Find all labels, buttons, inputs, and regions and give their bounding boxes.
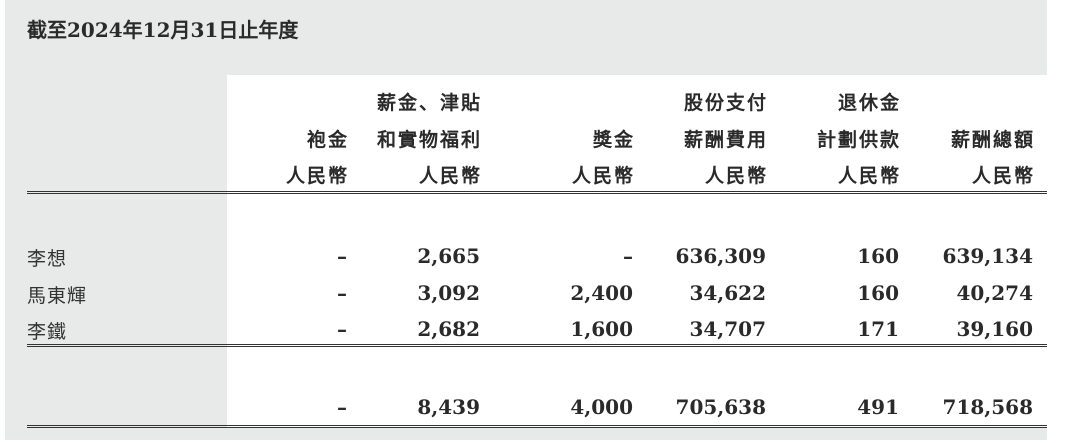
column-header-line: 人民幣 bbox=[837, 165, 901, 187]
highlight-panel bbox=[227, 75, 1047, 428]
column-header-line: 人民幣 bbox=[418, 165, 482, 187]
table-title: 截至2024年12月31日止年度 bbox=[27, 18, 299, 42]
table-cell: 160 bbox=[857, 281, 899, 305]
total-cell: 718,568 bbox=[942, 395, 1033, 419]
row-name: 馬東輝 bbox=[27, 285, 88, 307]
table-cell: – bbox=[337, 317, 347, 341]
column-header-line: 計劃供款 bbox=[816, 129, 901, 151]
table-cell: – bbox=[623, 244, 633, 268]
table-cell: 636,309 bbox=[675, 244, 766, 268]
column-header-line: 人民幣 bbox=[704, 165, 768, 187]
table-cell: – bbox=[337, 281, 347, 305]
table-cell: 34,622 bbox=[689, 281, 766, 305]
column-header-line: 退休金 bbox=[837, 92, 901, 114]
table-cell: 639,134 bbox=[942, 244, 1033, 268]
table-cell: 34,707 bbox=[689, 317, 766, 341]
total-rule bbox=[27, 425, 1047, 428]
total-cell: 491 bbox=[857, 395, 899, 419]
column-header-line: 薪酬費用 bbox=[683, 129, 768, 151]
table-cell: 2,665 bbox=[417, 244, 480, 268]
table-cell: 160 bbox=[857, 244, 899, 268]
table-cell: 2,682 bbox=[417, 317, 480, 341]
table-cell: 171 bbox=[857, 317, 899, 341]
total-cell: 705,638 bbox=[675, 395, 766, 419]
total-cell: – bbox=[337, 395, 347, 419]
column-header-line: 薪酬總額 bbox=[950, 129, 1035, 151]
column-header-line: 和實物福利 bbox=[376, 129, 482, 151]
column-header-line: 人民幣 bbox=[971, 165, 1035, 187]
column-header-line: 獎金 bbox=[592, 129, 635, 151]
table-cell: 40,274 bbox=[956, 281, 1033, 305]
row-name: 李想 bbox=[27, 248, 68, 270]
total-cell: 8,439 bbox=[417, 395, 480, 419]
table-cell: 1,600 bbox=[570, 317, 633, 341]
total-cell: 4,000 bbox=[570, 395, 633, 419]
header-rule bbox=[27, 191, 1047, 194]
table-cell: 39,160 bbox=[956, 317, 1033, 341]
column-header-line: 股份支付 bbox=[683, 92, 768, 114]
table-cell: – bbox=[337, 244, 347, 268]
subtotal-rule bbox=[27, 344, 1047, 347]
column-header-line: 薪金、津貼 bbox=[376, 92, 482, 114]
table-cell: 3,092 bbox=[417, 281, 480, 305]
column-header-line: 袍金 bbox=[306, 129, 349, 151]
table-cell: 2,400 bbox=[570, 281, 633, 305]
row-name: 李鐵 bbox=[27, 321, 68, 343]
column-header-line: 人民幣 bbox=[285, 165, 349, 187]
column-header-line: 人民幣 bbox=[571, 165, 635, 187]
